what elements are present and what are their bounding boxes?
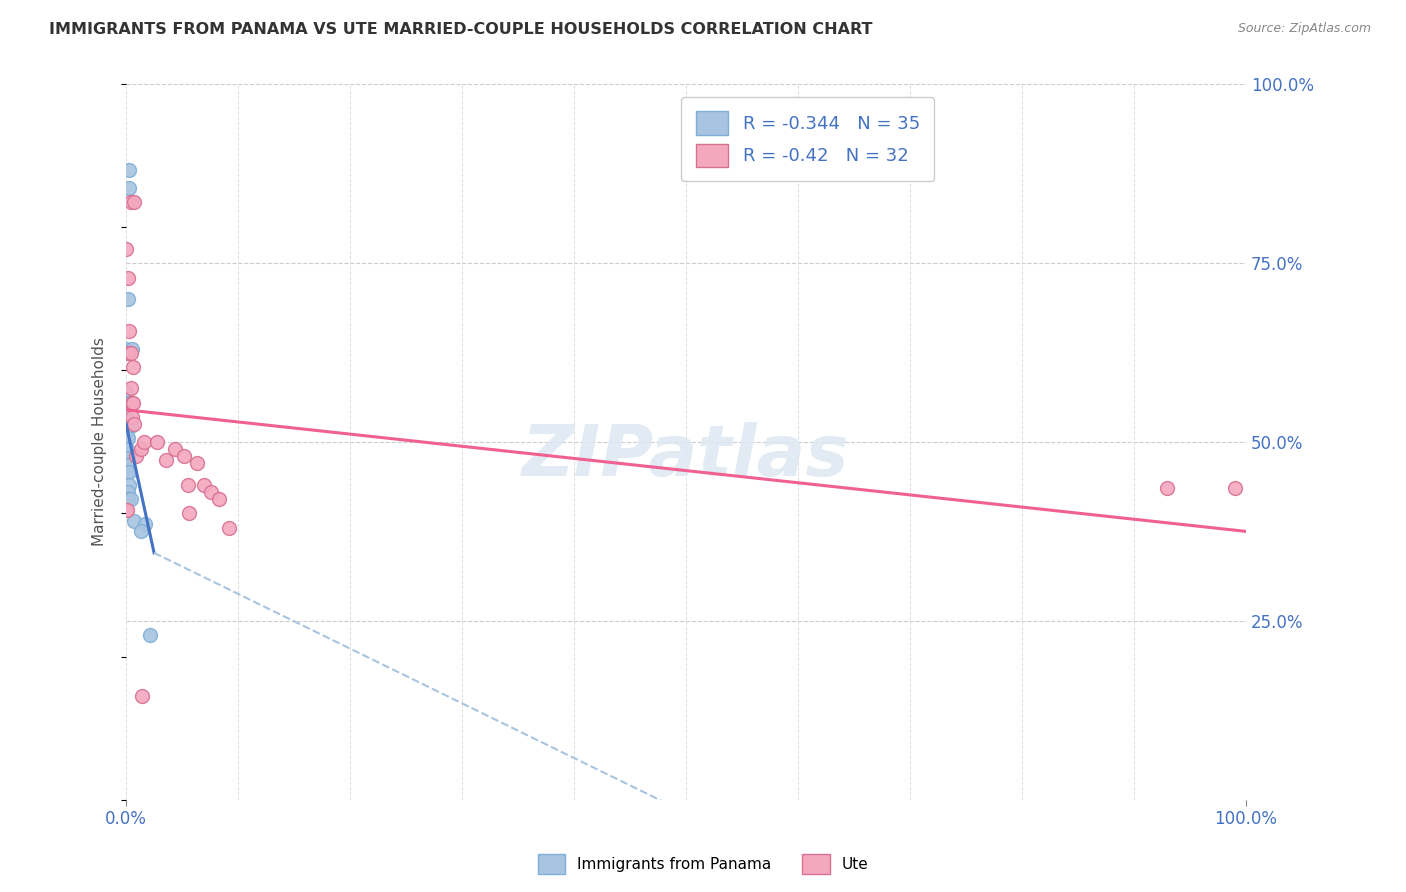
Point — [122, 417, 145, 431]
Point — [115, 384, 138, 399]
Point — [115, 242, 138, 256]
Legend: Immigrants from Panama, Ute: Immigrants from Panama, Ute — [531, 848, 875, 880]
Point — [117, 419, 139, 434]
Point — [121, 409, 143, 424]
Point — [1156, 482, 1178, 496]
Point — [120, 492, 142, 507]
Point — [1223, 482, 1246, 496]
Point — [121, 395, 143, 409]
Point — [117, 292, 139, 306]
Point — [115, 442, 138, 457]
Point — [208, 492, 231, 507]
Point — [121, 359, 143, 374]
Point — [176, 478, 198, 492]
Point — [115, 419, 138, 434]
Point — [117, 431, 139, 445]
Point — [200, 485, 222, 500]
Point — [118, 163, 141, 178]
Point — [125, 450, 148, 464]
Point — [117, 450, 139, 465]
Point — [117, 492, 139, 507]
Point — [155, 453, 177, 467]
Point — [115, 492, 138, 507]
Point — [115, 395, 138, 409]
Point — [121, 395, 143, 409]
Point — [122, 514, 145, 528]
Point — [118, 465, 141, 479]
Text: Source: ZipAtlas.com: Source: ZipAtlas.com — [1237, 22, 1371, 36]
Point — [129, 442, 152, 457]
Point — [186, 457, 208, 471]
Point — [118, 324, 141, 338]
Point — [115, 342, 138, 356]
Point — [129, 524, 152, 539]
Text: ZIPatlas: ZIPatlas — [522, 422, 849, 491]
Point — [134, 517, 156, 532]
Point — [118, 419, 141, 434]
Point — [177, 507, 200, 521]
Point — [218, 521, 240, 535]
Y-axis label: Married-couple Households: Married-couple Households — [93, 337, 107, 547]
Point — [120, 345, 142, 359]
Point — [117, 345, 139, 359]
Point — [115, 442, 138, 457]
Point — [115, 409, 138, 424]
Point — [120, 381, 142, 395]
Point — [120, 195, 142, 210]
Point — [121, 342, 143, 356]
Point — [193, 478, 215, 492]
Point — [118, 181, 141, 195]
Point — [146, 434, 169, 449]
Point — [115, 503, 138, 517]
Point — [122, 195, 145, 210]
Point — [115, 465, 138, 479]
Point — [132, 434, 155, 449]
Point — [117, 485, 139, 500]
Point — [120, 419, 142, 434]
Point — [115, 431, 138, 445]
Point — [117, 458, 139, 472]
Point — [120, 395, 142, 409]
Point — [131, 689, 153, 703]
Point — [115, 431, 138, 445]
Point — [173, 450, 195, 464]
Point — [115, 503, 138, 517]
Point — [117, 395, 139, 409]
Point — [115, 492, 138, 507]
Text: IMMIGRANTS FROM PANAMA VS UTE MARRIED-COUPLE HOUSEHOLDS CORRELATION CHART: IMMIGRANTS FROM PANAMA VS UTE MARRIED-CO… — [49, 22, 873, 37]
Legend: R = -0.344   N = 35, R = -0.42   N = 32: R = -0.344 N = 35, R = -0.42 N = 32 — [682, 97, 935, 181]
Point — [115, 458, 138, 472]
Point — [118, 478, 141, 492]
Point — [115, 419, 138, 434]
Point — [165, 442, 187, 457]
Point — [117, 270, 139, 285]
Point — [138, 628, 160, 642]
